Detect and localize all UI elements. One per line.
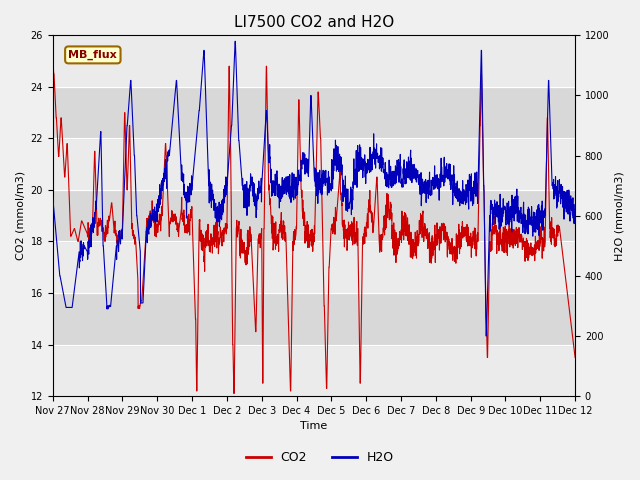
Bar [52,138,575,190]
Text: MB_flux: MB_flux [68,50,117,60]
Title: LI7500 CO2 and H2O: LI7500 CO2 and H2O [234,15,394,30]
Y-axis label: CO2 (mmol/m3): CO2 (mmol/m3) [15,171,25,260]
X-axis label: Time: Time [300,421,328,432]
Bar [52,36,575,87]
Bar [52,190,575,241]
Bar [52,293,575,345]
Y-axis label: H2O (mmol/m3): H2O (mmol/m3) [615,171,625,261]
Bar [52,345,575,396]
Legend: CO2, H2O: CO2, H2O [241,446,399,469]
Bar [52,241,575,293]
Bar [52,87,575,138]
